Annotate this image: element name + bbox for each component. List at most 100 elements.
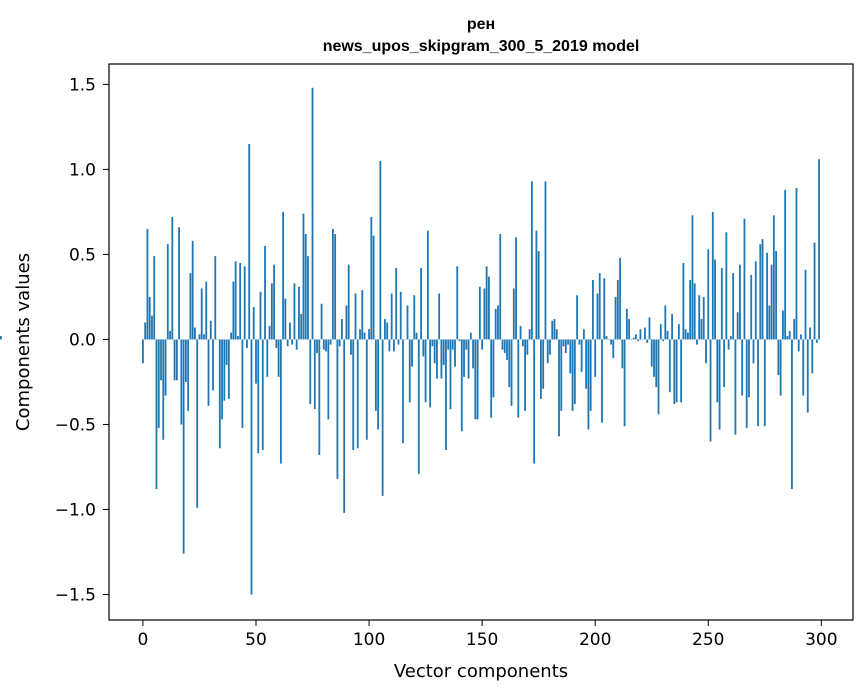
- bar: [433, 339, 436, 364]
- y-tick-label: 0.5: [69, 245, 96, 265]
- bar: [800, 334, 802, 340]
- bar: [635, 334, 637, 340]
- bar: [166, 244, 169, 340]
- bar: [343, 339, 346, 513]
- bar: [239, 262, 242, 340]
- bar: [451, 339, 454, 350]
- plot-area-frame: [108, 63, 854, 621]
- bar: [415, 332, 418, 340]
- bar: [551, 320, 554, 340]
- bar: [370, 217, 373, 340]
- bar: [772, 215, 775, 340]
- bar: [259, 291, 262, 340]
- bar: [329, 339, 332, 345]
- bar: [515, 237, 517, 340]
- bar: [528, 329, 531, 340]
- bar: [698, 295, 701, 340]
- bar: [616, 279, 619, 340]
- bar: [779, 339, 782, 396]
- bar: [399, 291, 402, 340]
- y-axis-ticks: −1.5 −1.0 −0.5 0.0 0.5 1.0 1.5: [55, 75, 109, 605]
- bar: [467, 339, 470, 379]
- bar: [381, 339, 384, 496]
- x-axis-label: Vector components: [394, 661, 568, 682]
- bar: [377, 339, 380, 430]
- y-tick-label: 0.0: [69, 330, 96, 350]
- bar: [806, 339, 809, 413]
- bar: [578, 339, 581, 345]
- bar: [365, 339, 368, 440]
- bar: [341, 319, 343, 340]
- bar: [763, 339, 766, 427]
- bar: [693, 283, 696, 340]
- bar: [146, 228, 149, 340]
- bar: [720, 268, 723, 340]
- x-tick-label: 250: [692, 630, 724, 650]
- bar: [363, 332, 366, 340]
- x-tick-label: 200: [579, 630, 611, 650]
- bar: [594, 339, 597, 377]
- bar: [757, 339, 759, 427]
- bar: [221, 339, 223, 420]
- bar: [350, 339, 352, 355]
- bar: [689, 279, 692, 340]
- bar: [668, 339, 671, 393]
- bar: [802, 339, 805, 396]
- bar: [354, 293, 357, 340]
- bar: [745, 339, 748, 428]
- bar: [533, 339, 536, 464]
- bar: [587, 339, 590, 430]
- bar: [205, 281, 208, 340]
- bar: [818, 159, 820, 340]
- bar: [732, 273, 735, 340]
- bar: [420, 268, 422, 340]
- bar: [424, 339, 427, 403]
- x-tick-label: 100: [353, 630, 385, 650]
- bar: [540, 339, 542, 399]
- bar: [795, 188, 798, 340]
- bar: [334, 234, 337, 340]
- x-tick-label: 0: [138, 630, 149, 650]
- bar: [454, 339, 456, 367]
- bar: [659, 324, 662, 340]
- bar: [696, 339, 698, 345]
- bar: [246, 339, 248, 348]
- bar: [777, 339, 780, 376]
- bar: [725, 232, 728, 340]
- bar: [537, 251, 540, 340]
- bar: [546, 339, 549, 364]
- bar: [160, 339, 162, 381]
- bar: [148, 296, 151, 340]
- bar: [218, 339, 221, 449]
- bar: [232, 281, 235, 340]
- bar: [700, 319, 703, 340]
- bar: [632, 337, 635, 340]
- bar: [180, 339, 183, 425]
- bar: [666, 330, 669, 340]
- bar: [153, 256, 156, 340]
- bar: [788, 330, 791, 340]
- bar: [320, 303, 323, 340]
- bar: [671, 313, 673, 340]
- bar: [549, 339, 551, 355]
- bar: [490, 339, 493, 418]
- bar: [560, 339, 563, 411]
- bar: [815, 339, 818, 343]
- bar: [759, 244, 762, 340]
- bar: [691, 215, 694, 340]
- bar: [318, 339, 321, 456]
- x-tick-label: 300: [805, 630, 837, 650]
- bar: [356, 339, 359, 449]
- bar: [182, 339, 185, 554]
- bar: [542, 339, 545, 389]
- bar: [727, 339, 730, 350]
- bar-series: [0, 87, 820, 595]
- bar: [569, 339, 572, 374]
- bar: [449, 339, 452, 410]
- bar: [729, 336, 732, 340]
- bar: [291, 339, 294, 345]
- bar: [447, 339, 450, 350]
- bar: [469, 332, 472, 340]
- bar: [478, 286, 481, 340]
- bar: [562, 339, 565, 347]
